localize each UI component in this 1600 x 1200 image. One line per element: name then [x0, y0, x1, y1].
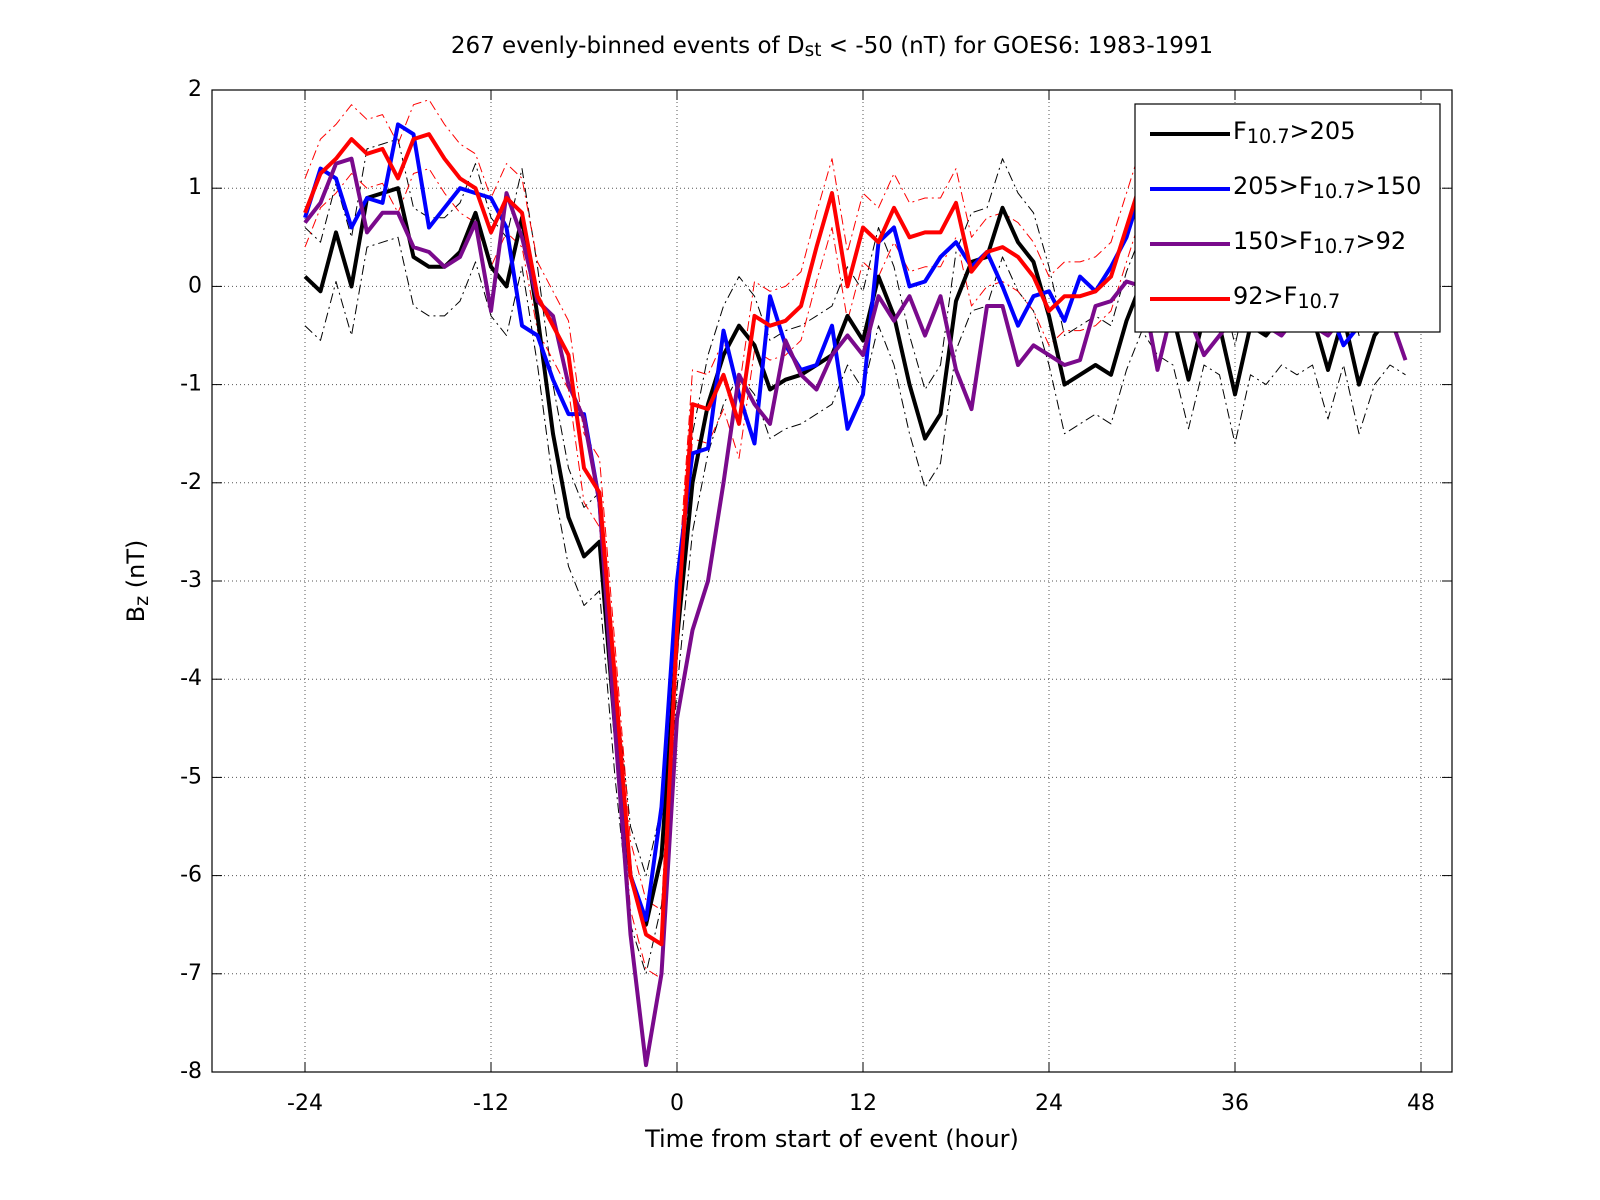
- y-tick-label: 1: [188, 175, 202, 200]
- text-part: B: [122, 606, 150, 622]
- subscript: st: [805, 40, 822, 61]
- x-tick-label: 12: [849, 1091, 877, 1116]
- x-tick-label: -24: [287, 1091, 323, 1116]
- axes-box: [211, 89, 1453, 1073]
- text-part: < -50 (nT) for GOES6: 1983-1991: [821, 33, 1213, 59]
- y-tick-label: -2: [180, 470, 202, 495]
- y-tick-label: 2: [188, 77, 202, 102]
- text-part: 150>F: [1233, 227, 1313, 255]
- text-part: >205: [1290, 117, 1356, 145]
- subscript: 10.7: [1313, 180, 1356, 203]
- x-tick-label: -12: [473, 1091, 509, 1116]
- text-part: Time from start of event (hour): [644, 1125, 1019, 1153]
- y-tick-label: -3: [180, 568, 202, 593]
- legend-label: 92>F10.7: [1233, 282, 1340, 313]
- x-tick-label: 48: [1407, 1091, 1435, 1116]
- text-part: >150: [1355, 172, 1421, 200]
- text-part: F: [1233, 117, 1247, 145]
- y-tick-label: -6: [180, 863, 202, 888]
- band-upper: [304, 138, 1406, 877]
- x-tick-label: 24: [1035, 1091, 1063, 1116]
- subscript: 10.7: [1313, 235, 1356, 258]
- y-tick-label: -8: [180, 1059, 202, 1084]
- y-tick-label: -1: [180, 372, 202, 397]
- text-part: 92>F: [1233, 282, 1297, 310]
- text-part: 205>F: [1233, 172, 1313, 200]
- y-tick-label: -7: [180, 961, 202, 986]
- x-axis-label: Time from start of event (hour): [644, 1125, 1019, 1153]
- series-line: [303, 186, 1407, 927]
- legend-label: 205>F10.7>150: [1233, 172, 1421, 203]
- legend-box: [1134, 103, 1441, 333]
- chart-title: 267 evenly-binned events of Dst < -50 (n…: [451, 33, 1213, 62]
- subscript: z: [130, 596, 153, 606]
- y-tick-label: -4: [180, 666, 202, 691]
- y-tick-label: 0: [188, 273, 202, 298]
- x-tick-label: 36: [1221, 1091, 1249, 1116]
- text-part: (nT): [122, 540, 150, 596]
- subscript: 10.7: [1297, 290, 1340, 313]
- y-axis-label: Bz (nT): [122, 540, 153, 623]
- text-part: 267 evenly-binned events of D: [451, 33, 805, 59]
- text-part: >92: [1355, 227, 1406, 255]
- subscript: 10.7: [1247, 125, 1290, 148]
- legend-label: F10.7>205: [1233, 117, 1355, 148]
- y-tick-label: -5: [180, 764, 202, 789]
- legend-label: 150>F10.7>92: [1233, 227, 1406, 258]
- x-tick-label: 0: [670, 1091, 684, 1116]
